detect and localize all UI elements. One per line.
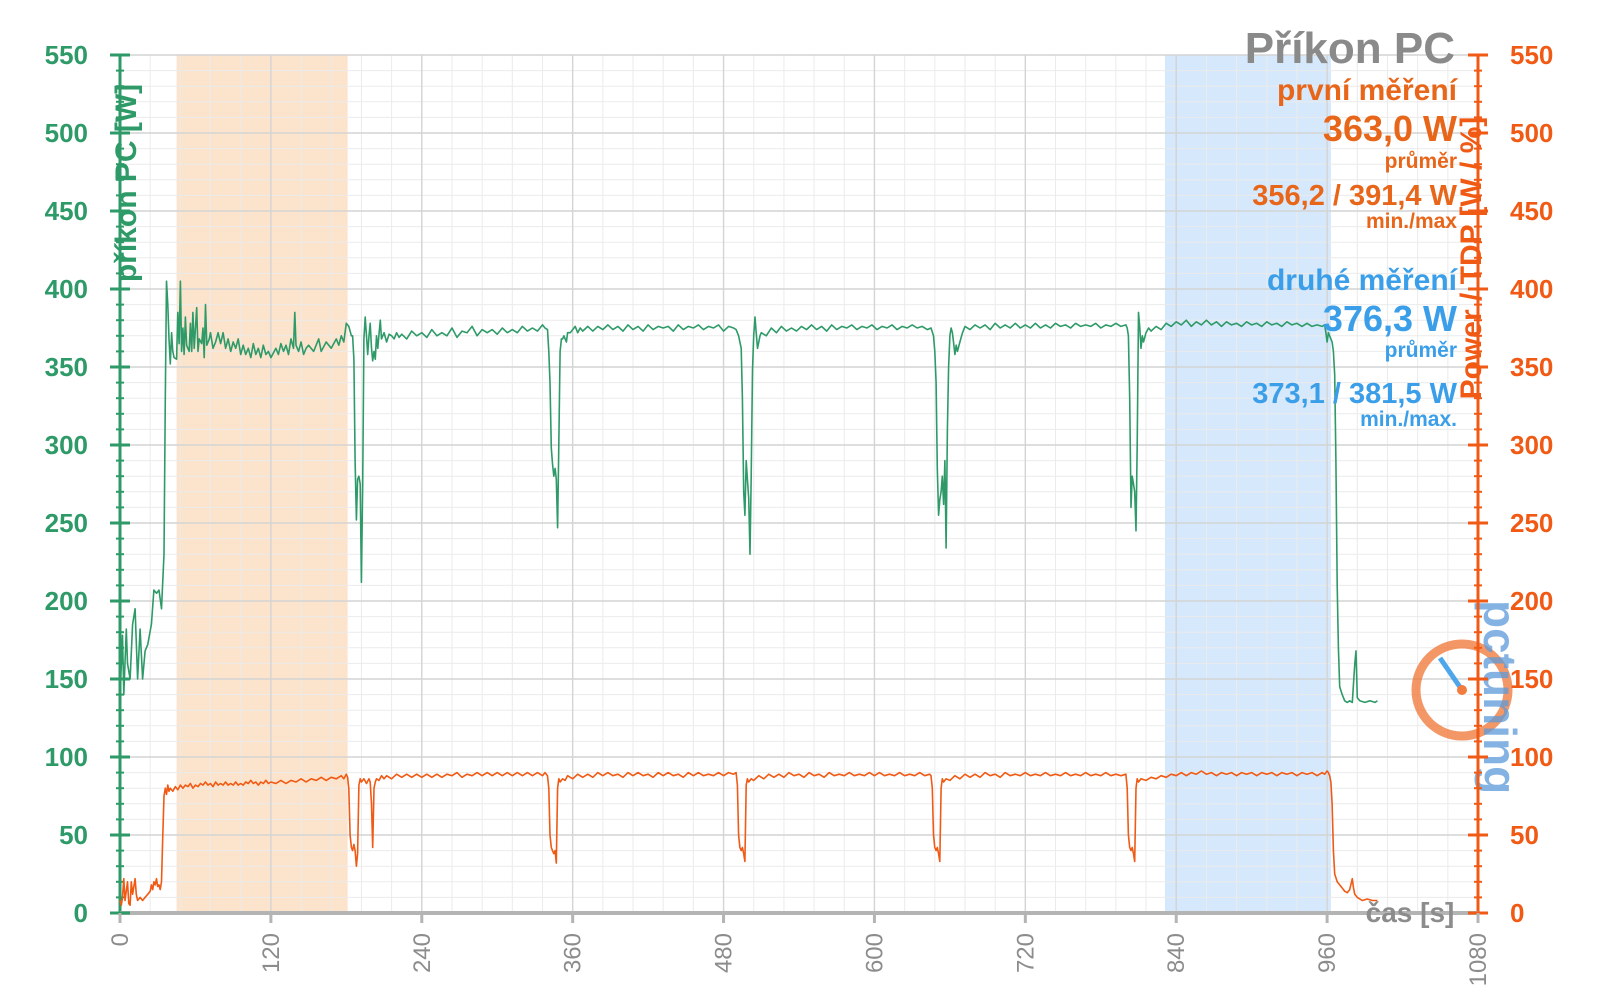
- logo-text: pctuning: [1474, 600, 1526, 794]
- x-tick-label: 120: [258, 933, 285, 973]
- y-tick-label-left: 0: [74, 898, 88, 928]
- y-tick-label-right: 100: [1510, 742, 1553, 772]
- y-tick-label-right: 150: [1510, 664, 1553, 694]
- first-average-label: průměr: [1385, 150, 1457, 173]
- logo-needle: [1437, 656, 1465, 692]
- x-tick-label: 720: [1012, 933, 1039, 973]
- y-tick-label-right: 50: [1510, 820, 1539, 850]
- x-tick-label: 480: [711, 933, 738, 973]
- y-tick-label-right: 250: [1510, 508, 1553, 538]
- y-axis-title-left: příkon PC [W]: [110, 84, 143, 282]
- y-tick-label-left: 300: [45, 430, 88, 460]
- first-minmax-label: min./max: [1366, 210, 1457, 233]
- second-average-label: průměr: [1385, 339, 1457, 362]
- y-tick-label-right: 400: [1510, 274, 1553, 304]
- highlight-ranges: [176, 55, 1331, 913]
- axes: [110, 53, 1488, 923]
- y-tick-label-right: 0: [1510, 898, 1524, 928]
- x-tick-label: 360: [560, 933, 587, 973]
- y-tick-label-right: 500: [1510, 118, 1553, 148]
- y-tick-label-left: 100: [45, 742, 88, 772]
- major-grid: [119, 54, 1479, 914]
- logo-ring: [1411, 639, 1513, 741]
- chart-title: Příkon PC: [1245, 24, 1455, 73]
- y-tick-label-right: 550: [1510, 40, 1553, 70]
- tick-labels: 0 50 100 150 200 250 300 350 400 450 500 550 0 50 100 1…: [45, 40, 1554, 986]
- y-tick-label-left: 200: [45, 586, 88, 616]
- first-measurement-minmax: 356,2 / 391,4 W: [1252, 180, 1457, 212]
- logo-dot: [1457, 685, 1467, 695]
- x-tick-label: 960: [1314, 933, 1341, 973]
- y-tick-label-left: 350: [45, 352, 88, 382]
- y-tick-label-left: 50: [59, 820, 88, 850]
- highlight-range-2: [1164, 55, 1331, 913]
- y-tick-label-left: 150: [45, 664, 88, 694]
- highlight-range-1: [176, 55, 348, 913]
- x-axis-title: čas [s]: [1366, 897, 1455, 928]
- second-measurement-average: 376,3 W: [1323, 298, 1457, 339]
- y-axis-title-right: Power / TDP [W / %]: [1455, 117, 1488, 400]
- x-tick-label: 1080: [1465, 933, 1492, 986]
- y-tick-label-right: 450: [1510, 196, 1553, 226]
- first-measurement-label: první měření: [1277, 74, 1459, 107]
- first-measurement-average: 363,0 W: [1323, 108, 1457, 149]
- x-tick-label: 240: [409, 933, 436, 973]
- y-tick-label-left: 550: [45, 40, 88, 70]
- series-pc-power-line: [119, 280, 1378, 704]
- y-tick-label-left: 250: [45, 508, 88, 538]
- second-measurement-minmax: 373,1 / 381,5 W: [1252, 378, 1457, 410]
- y-tick-label-right: 300: [1510, 430, 1553, 460]
- y-tick-label-left: 500: [45, 118, 88, 148]
- second-measurement-label: druhé měření: [1267, 264, 1459, 297]
- y-tick-label-right: 200: [1510, 586, 1553, 616]
- y-tick-label-left: 400: [45, 274, 88, 304]
- y-tick-label-left: 450: [45, 196, 88, 226]
- y-tick-label-right: 350: [1510, 352, 1553, 382]
- x-tick-label: 840: [1163, 933, 1190, 973]
- second-minmax-label: min./max.: [1360, 408, 1457, 431]
- series-power-tdp-line: [119, 770, 1378, 907]
- x-tick-label: 0: [107, 933, 134, 946]
- series-layer: [119, 280, 1378, 907]
- pctuning-logo: pctuning: [1411, 600, 1526, 794]
- x-tick-label: 600: [861, 933, 888, 973]
